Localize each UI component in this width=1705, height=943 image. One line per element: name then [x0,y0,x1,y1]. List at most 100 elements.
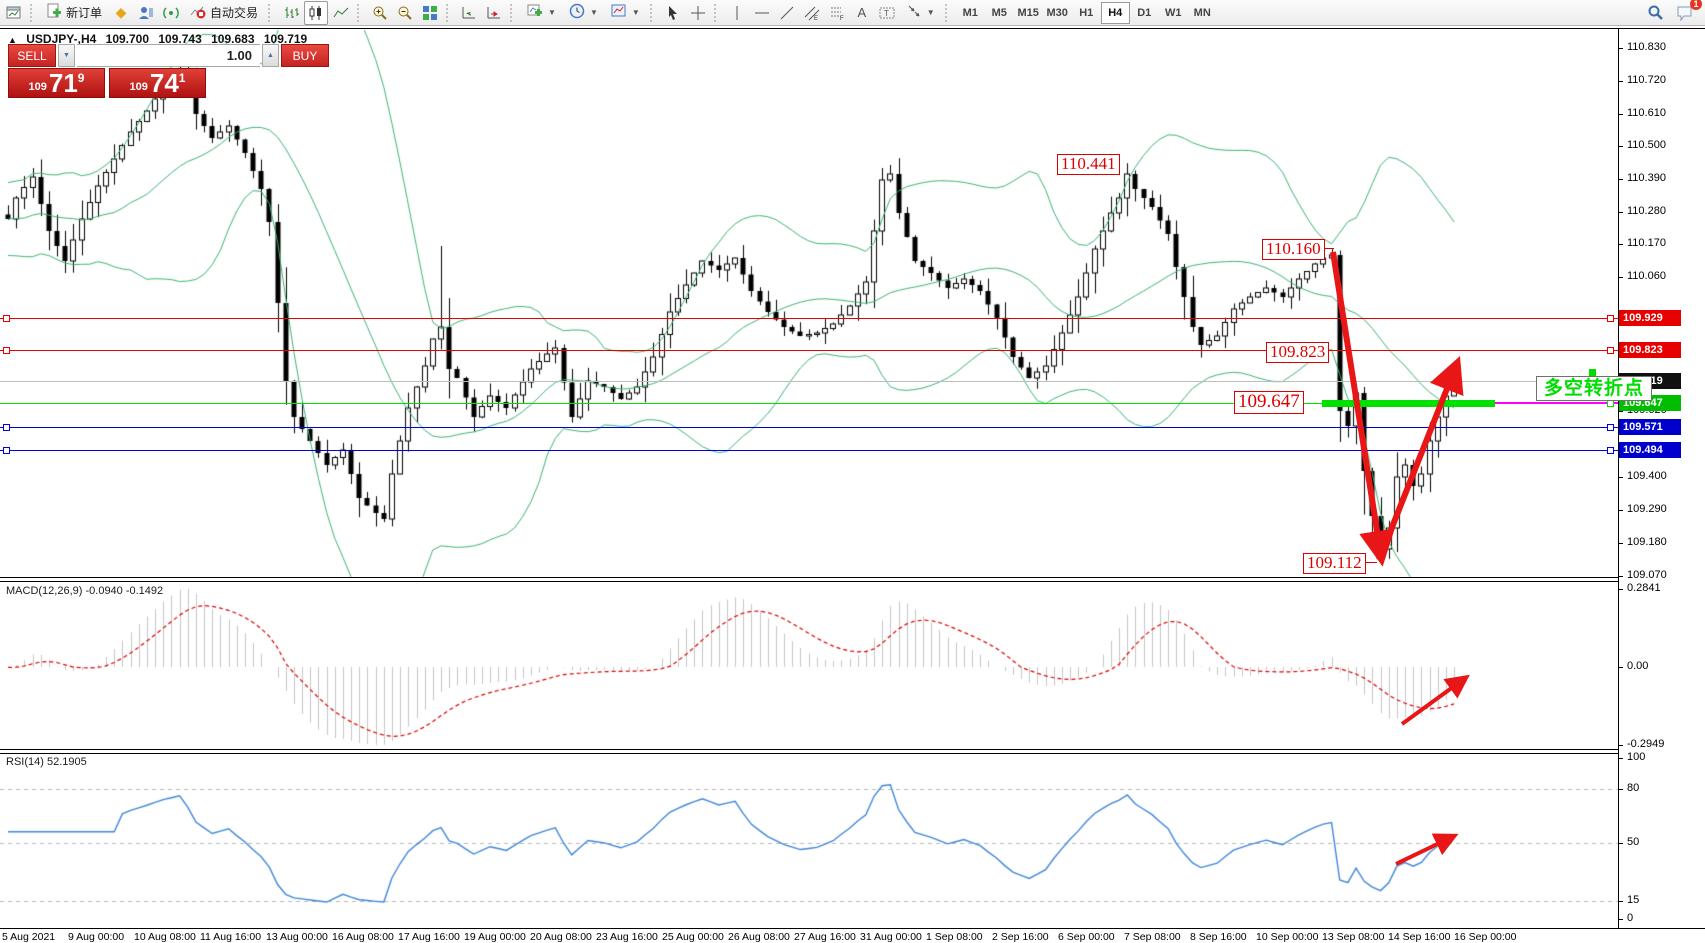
auto-scroll-icon[interactable] [457,1,481,25]
hline-109.719[interactable] [0,381,1618,382]
arrows-icon [906,3,922,22]
line-endpoint-handle[interactable] [1607,347,1614,354]
macd-trend-arrow[interactable] [1400,674,1470,726]
ohlc-low: 109.683 [211,32,255,46]
timeframe-m15[interactable]: M15 [1017,6,1039,19]
ohlc-high: 109.743 [158,32,202,46]
line-endpoint-handle[interactable] [3,315,10,322]
price-callout-109.112[interactable]: 109.112 [1303,553,1366,574]
macd-pane-separator[interactable] [0,577,1618,582]
autotrading-button[interactable]: 自动交易 [184,2,264,24]
chevron-down-icon: ▼ [548,8,556,17]
toolbar-separator [944,3,952,22]
line-endpoint-handle[interactable] [1607,447,1614,454]
macd-values: -0.0940 -0.1492 [85,585,164,597]
axis-tick-label: 15 [1627,894,1640,906]
buy-price-box[interactable]: 109 74 1 [109,68,206,98]
axis-tick-label: 109.400 [1627,470,1667,482]
line-chart-icon[interactable] [329,1,353,25]
trend-arrow-down[interactable] [1330,251,1395,567]
periods-button[interactable]: ▼ [563,2,604,24]
time-axis-label: 16 Sep 00:00 [1454,931,1517,943]
candlestick-chart-icon[interactable] [304,0,329,25]
symbol-direction-marker: ▲ [8,35,17,45]
hline-109.823[interactable] [0,350,1618,351]
rsi-label: RSI(14) 52.1905 [6,756,87,768]
timeframe-m1[interactable]: M1 [962,6,978,19]
magenta-line-segment[interactable] [1495,402,1652,404]
templates-button[interactable]: ▼ [605,2,646,24]
line-endpoint-handle[interactable] [1607,424,1614,431]
price-callout-109.647[interactable]: 109.647 [1234,391,1304,414]
price-callout-110.160[interactable]: 110.160 [1262,239,1325,260]
axis-tick-label: 109.180 [1627,536,1667,548]
line-endpoint-handle[interactable] [3,347,10,354]
axis-tick-label: 80 [1627,782,1640,794]
crosshair-icon[interactable] [686,1,710,25]
timeframe-h4[interactable]: H4 [1100,1,1130,24]
hline-109.929[interactable] [0,318,1618,319]
timeframe-d1[interactable]: D1 [1137,6,1152,19]
rsi-trend-arrow[interactable] [1395,833,1459,866]
rsi-pane-separator[interactable] [0,749,1618,754]
equidistant-channel-icon[interactable]: E [800,1,824,25]
axis-tick-label: 110.610 [1627,107,1666,119]
axis-tick [1618,277,1623,278]
timeframe-m30[interactable]: M30 [1046,6,1068,19]
buy-button[interactable]: BUY [281,44,329,67]
new-order-button[interactable]: 新订单 [41,2,108,24]
price-callout-109.823[interactable]: 109.823 [1266,342,1330,363]
turning-point-note[interactable]: 多空转折点 [1536,376,1652,401]
fibonacci-icon[interactable]: F [825,1,849,25]
timeframe-mn[interactable]: MN [1193,6,1211,19]
zoom-out-icon[interactable] [393,1,417,25]
person-chart-icon[interactable] [134,1,158,25]
timeframe-h1[interactable]: H1 [1079,6,1094,19]
tile-windows-icon[interactable] [418,1,442,25]
line-endpoint-handle[interactable] [3,447,10,454]
timeframe-w1[interactable]: W1 [1164,6,1182,19]
open-chart-icon[interactable] [2,1,26,25]
toolbar-separator [649,3,657,22]
volume-input[interactable] [77,44,260,67]
search-icon[interactable] [1643,1,1667,25]
hline-109.494[interactable] [0,450,1618,451]
add-indicator-button[interactable]: ▼ [521,2,562,24]
template-icon [611,3,627,22]
zoom-in-icon[interactable] [368,1,392,25]
svg-text:T: T [884,9,889,18]
text-icon[interactable]: A [857,5,867,20]
main-toolbar: 新订单 ◆ 自动交易 ▼ ▼ ▼ [0,0,1705,26]
hline-109.647[interactable] [0,403,1618,404]
text-label-icon[interactable]: T [875,1,899,25]
volume-increase-button[interactable]: ▲ [262,44,279,67]
bar-chart-icon[interactable] [279,1,303,25]
trendline-icon[interactable] [775,1,799,25]
line-endpoint-handle[interactable] [1607,315,1614,322]
price-callout-110.441[interactable]: 110.441 [1057,154,1120,175]
time-axis-label: 14 Sep 16:00 [1388,931,1451,943]
chevron-down-icon: ▼ [926,8,935,17]
timeframe-m5[interactable]: M5 [991,6,1007,19]
broadcast-icon[interactable] [159,1,183,25]
horizontal-line-icon[interactable] [750,1,774,25]
arrows-dropdown-button[interactable]: ▼ [900,2,941,24]
chart-window-border [0,28,1705,29]
volume-decrease-button[interactable]: ▼ [58,44,75,67]
diamond-icon[interactable]: ◆ [115,4,127,20]
vertical-line-icon[interactable] [725,1,749,25]
note-anchor-handle[interactable] [1589,369,1596,376]
line-endpoint-handle[interactable] [3,424,10,431]
hline-109.571[interactable] [0,427,1618,428]
thick-support-segment[interactable] [1322,400,1495,407]
trend-arrow-up[interactable] [1376,355,1464,562]
toolbar-separator [30,3,37,22]
sell-button[interactable]: SELL [8,44,56,67]
toolbar-separator [510,3,517,22]
chat-icon[interactable]: 1 [1673,0,1702,25]
cursor-icon[interactable] [661,1,685,25]
chart-shift-icon[interactable] [482,1,506,25]
timeframe-group: M1 M5 M15 M30 H1 H4 D1 W1 MN [956,1,1217,24]
sell-price-box[interactable]: 109 71 9 [8,68,105,98]
